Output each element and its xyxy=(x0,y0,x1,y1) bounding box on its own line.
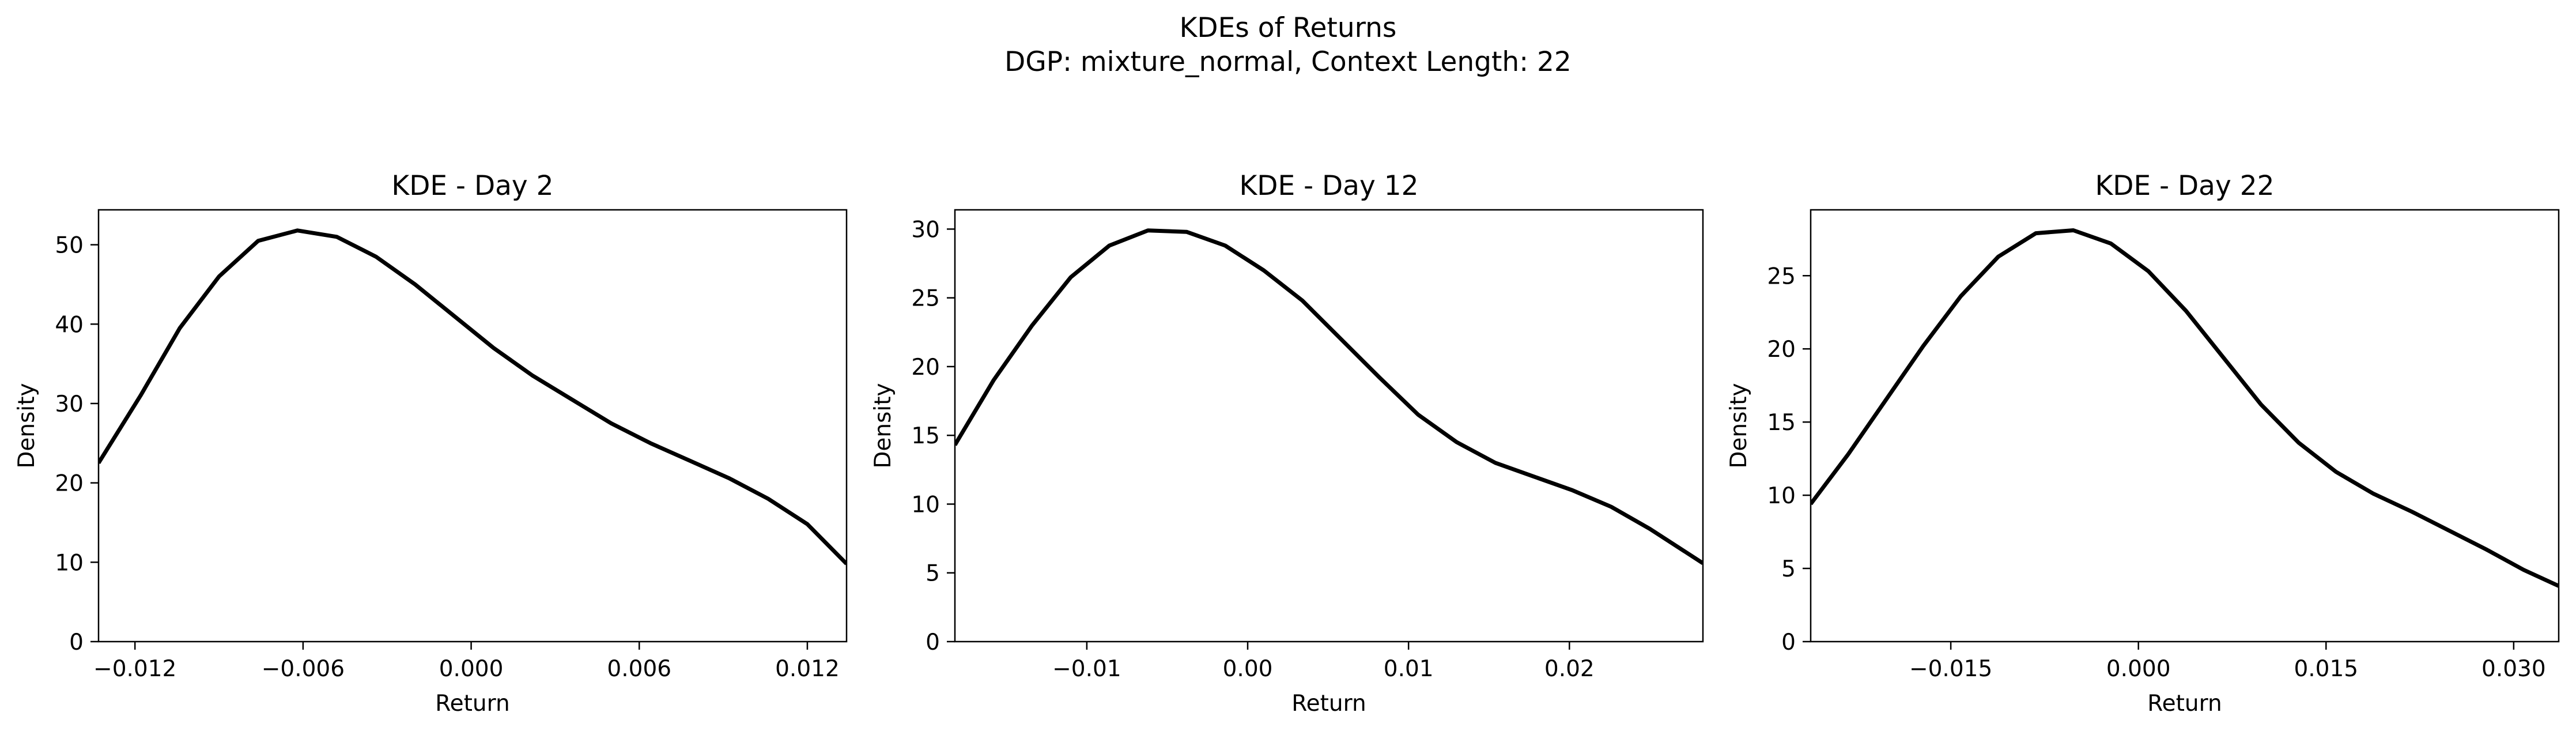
subplot-2: KDE - Day 12 −0.01 0.00 0.01 0.02 0 5 10 15 20 25 3… xyxy=(870,170,1704,717)
y-tick-label: 25 xyxy=(1767,263,1796,289)
figure-title-line2: DGP: mixture_normal, Context Length: 22 xyxy=(1004,46,1572,78)
subplot-3: KDE - Day 22 −0.015 0.000 0.015 0.030 0 5 10 15 2… xyxy=(1726,170,2560,717)
y-tick-label: 30 xyxy=(55,391,84,417)
y-tick-label: 25 xyxy=(911,286,940,312)
subplot-panels: KDE - Day 2−0.012 −0.006 0.000 0.006 0.01201… xyxy=(14,170,2560,717)
axes-frame xyxy=(97,209,848,643)
subplot-title: KDE - Day 22 xyxy=(2095,170,2274,202)
y-tick-label: 10 xyxy=(911,492,940,518)
x-tick-label: −0.015 xyxy=(1909,656,1992,682)
x-tick-label: −0.01 xyxy=(1052,656,1121,682)
y-tick-label: 0 xyxy=(1781,630,1796,655)
y-tick-label: 15 xyxy=(1767,410,1796,436)
x-tick-label: 0.015 xyxy=(2294,656,2358,682)
axes-frame xyxy=(954,209,1704,643)
y-tick-label: 10 xyxy=(1767,483,1796,509)
x-tick-label: −0.012 xyxy=(93,656,176,682)
y-tick-label: 20 xyxy=(55,471,84,497)
x-tick-label: 0.000 xyxy=(439,656,504,682)
y-tick-label: 10 xyxy=(55,550,84,576)
y-tick-label: 0 xyxy=(69,630,84,655)
x-tick-label: 0.01 xyxy=(1384,656,1434,682)
x-tick-label: 0.030 xyxy=(2481,656,2546,682)
y-axis-label: Density xyxy=(870,383,896,468)
y-axis-label: Density xyxy=(14,383,40,468)
subplot-title: KDE - Day 2 xyxy=(391,170,553,202)
y-tick-label: 20 xyxy=(911,355,940,380)
y-tick-label: 40 xyxy=(55,312,84,338)
y-tick-label: 30 xyxy=(911,217,940,243)
kde-line xyxy=(1811,228,2559,588)
figure-title-line1: KDEs of Returns xyxy=(1180,12,1397,44)
y-tick-label: 5 xyxy=(1781,556,1796,582)
axes-frame xyxy=(1810,209,2560,643)
y-axis-label: Density xyxy=(1726,383,1752,468)
kde-line xyxy=(955,228,1703,565)
x-tick-label: 0.012 xyxy=(775,656,840,682)
subplot-title: KDE - Day 12 xyxy=(1239,170,1418,202)
subplot-1: KDE - Day 2 −0.012 −0.006 0.000 0.006 0.012 0 1… xyxy=(14,170,848,717)
y-tick-label: 0 xyxy=(926,630,940,655)
x-tick-label: 0.00 xyxy=(1223,656,1273,682)
x-axis-label: Return xyxy=(435,691,509,717)
x-axis-label: Return xyxy=(1291,691,1366,717)
x-tick-label: 0.000 xyxy=(2106,656,2171,682)
y-tick-label: 5 xyxy=(926,561,940,587)
kde-line xyxy=(99,228,847,566)
x-tick-label: 0.006 xyxy=(607,656,671,682)
x-axis-label: Return xyxy=(2147,691,2222,717)
y-tick-label: 15 xyxy=(911,423,940,449)
y-tick-label: 50 xyxy=(55,233,84,259)
x-tick-label: 0.02 xyxy=(1544,656,1595,682)
y-tick-label: 20 xyxy=(1767,337,1796,363)
x-tick-label: −0.006 xyxy=(262,656,345,682)
